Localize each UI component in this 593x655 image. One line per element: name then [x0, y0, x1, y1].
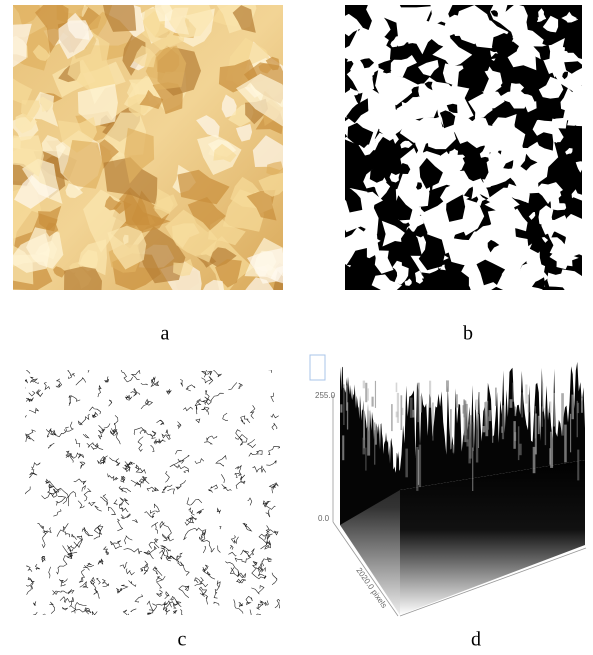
texture — [453, 445, 455, 453]
texture — [478, 392, 480, 414]
texture — [549, 402, 551, 413]
z-top-label: 255.0 — [315, 391, 336, 400]
texture — [456, 394, 458, 407]
texture — [340, 404, 342, 412]
texture — [429, 381, 431, 408]
texture — [567, 109, 584, 126]
texture — [418, 450, 419, 485]
panel-b-image — [333, 0, 593, 301]
texture — [528, 395, 530, 413]
texture — [397, 393, 399, 423]
texture — [412, 410, 414, 418]
texture — [553, 393, 555, 427]
panel-label: a — [161, 323, 170, 345]
texture — [564, 425, 567, 463]
texture — [489, 410, 492, 421]
texture — [570, 414, 571, 453]
texture — [375, 381, 376, 408]
texture — [549, 448, 550, 465]
texture — [476, 421, 478, 463]
texture — [363, 381, 365, 389]
texture — [64, 267, 102, 301]
texture — [502, 405, 504, 439]
texture — [518, 426, 519, 460]
texture — [501, 427, 502, 433]
texture — [513, 421, 515, 449]
panel-d-image: 255.0 0.0 2020.0 pixels — [310, 355, 586, 616]
texture — [472, 448, 473, 492]
panel-a-image — [0, 0, 302, 316]
texture — [577, 401, 578, 437]
texture — [372, 397, 374, 407]
figure: 255.0 0.0 2020.0 pixels a b c d — [0, 0, 593, 655]
texture — [542, 383, 543, 411]
panel-label: d — [471, 629, 481, 651]
texture — [464, 120, 487, 142]
texture — [577, 450, 579, 481]
panel-c-image — [22, 363, 283, 619]
panel-label: c — [178, 629, 187, 651]
texture — [396, 412, 399, 418]
texture — [538, 416, 540, 434]
texture — [572, 395, 574, 420]
texture — [525, 385, 527, 404]
texture — [492, 429, 493, 443]
texture — [581, 401, 582, 410]
texture — [368, 388, 369, 400]
texture — [464, 400, 467, 442]
texture — [535, 414, 537, 455]
texture — [469, 415, 472, 458]
texture — [545, 408, 546, 445]
texture — [365, 448, 366, 471]
texture — [367, 411, 370, 456]
texture — [513, 383, 514, 402]
texture — [432, 403, 433, 441]
texture — [488, 417, 489, 430]
texture — [466, 439, 468, 446]
texture — [519, 444, 522, 456]
texture — [420, 396, 422, 412]
texture — [521, 392, 522, 417]
texture — [401, 395, 403, 430]
texture — [473, 422, 474, 451]
texture — [475, 400, 478, 410]
panel-label: b — [463, 323, 473, 345]
texture — [365, 383, 367, 402]
texture — [391, 404, 393, 431]
texture — [375, 424, 377, 444]
texture — [363, 438, 366, 455]
texture — [514, 407, 516, 416]
texture — [347, 402, 348, 429]
texture — [450, 409, 452, 449]
texture — [484, 402, 486, 430]
texture — [446, 380, 449, 391]
texture — [342, 435, 344, 460]
texture — [396, 383, 398, 393]
texture — [495, 388, 497, 406]
texture — [405, 449, 408, 478]
texture — [410, 398, 413, 418]
texture — [343, 384, 344, 425]
texture — [561, 393, 564, 435]
z-bottom-label: 0.0 — [318, 514, 330, 523]
texture — [510, 399, 513, 408]
texture — [417, 383, 419, 423]
